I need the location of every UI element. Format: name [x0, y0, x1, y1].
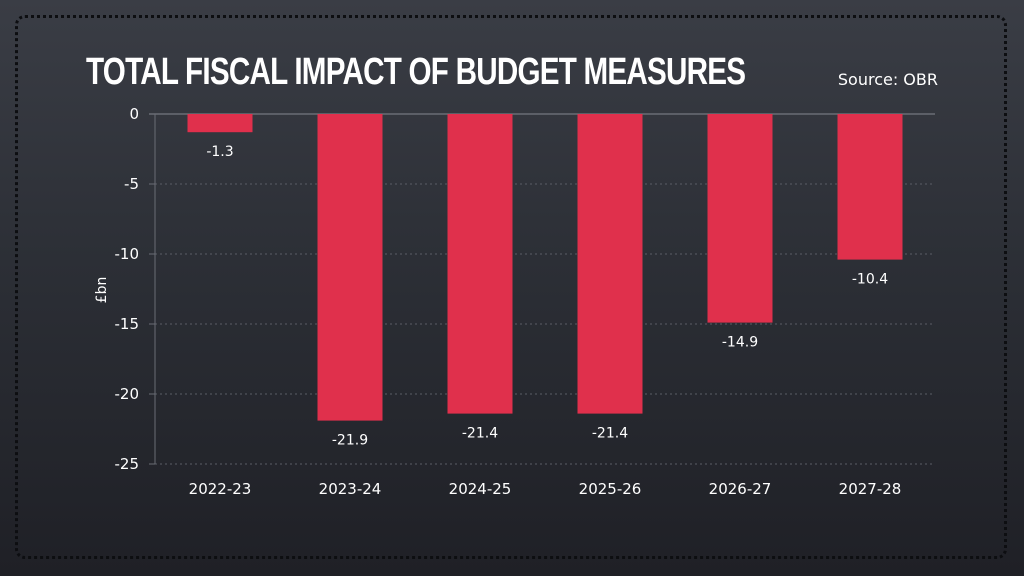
- x-tick-label: 2027-28: [839, 480, 902, 498]
- data-label: -14.9: [722, 335, 758, 351]
- x-tick-label: 2024-25: [449, 480, 512, 498]
- data-label: -10.4: [852, 272, 888, 288]
- y-tick-label: -25: [115, 455, 140, 473]
- y-tick-label: -20: [115, 385, 140, 403]
- bar-2022-23: [187, 114, 253, 133]
- y-axis-label: £bn: [94, 277, 110, 304]
- bar-2023-24: [317, 114, 383, 421]
- data-label: -1.3: [206, 144, 233, 160]
- axes: [149, 114, 156, 465]
- data-label: -21.4: [592, 426, 628, 442]
- data-label: -21.4: [462, 426, 498, 442]
- gridlines: [149, 113, 935, 465]
- x-tick-label: 2022-23: [189, 480, 252, 498]
- source-note: Source: OBR: [837, 70, 938, 89]
- x-tick-label: 2023-24: [319, 480, 382, 498]
- bar-2024-25: [447, 114, 513, 414]
- data-label: -21.9: [332, 433, 368, 449]
- bars: [187, 114, 903, 421]
- chart-title: TOTAL FISCAL IMPACT OF BUDGET MEASURES: [86, 51, 746, 93]
- dotted-frame-border: [15, 15, 1007, 559]
- bar-2025-26: [577, 114, 643, 414]
- x-tick-label: 2026-27: [709, 480, 772, 498]
- bar-2026-27: [707, 114, 773, 323]
- x-tick-label: 2025-26: [579, 480, 642, 498]
- y-tick-label: -15: [115, 315, 140, 333]
- y-tick-label: 0: [129, 105, 139, 123]
- y-tick-label: -10: [115, 245, 140, 263]
- y-tick-label: -5: [124, 175, 139, 193]
- labels: 0 -5 -10 -15 -20 -25 -1.3 2022-23 -21.9 2023-24 -2…: [115, 105, 902, 498]
- bar-2027-28: [837, 114, 903, 260]
